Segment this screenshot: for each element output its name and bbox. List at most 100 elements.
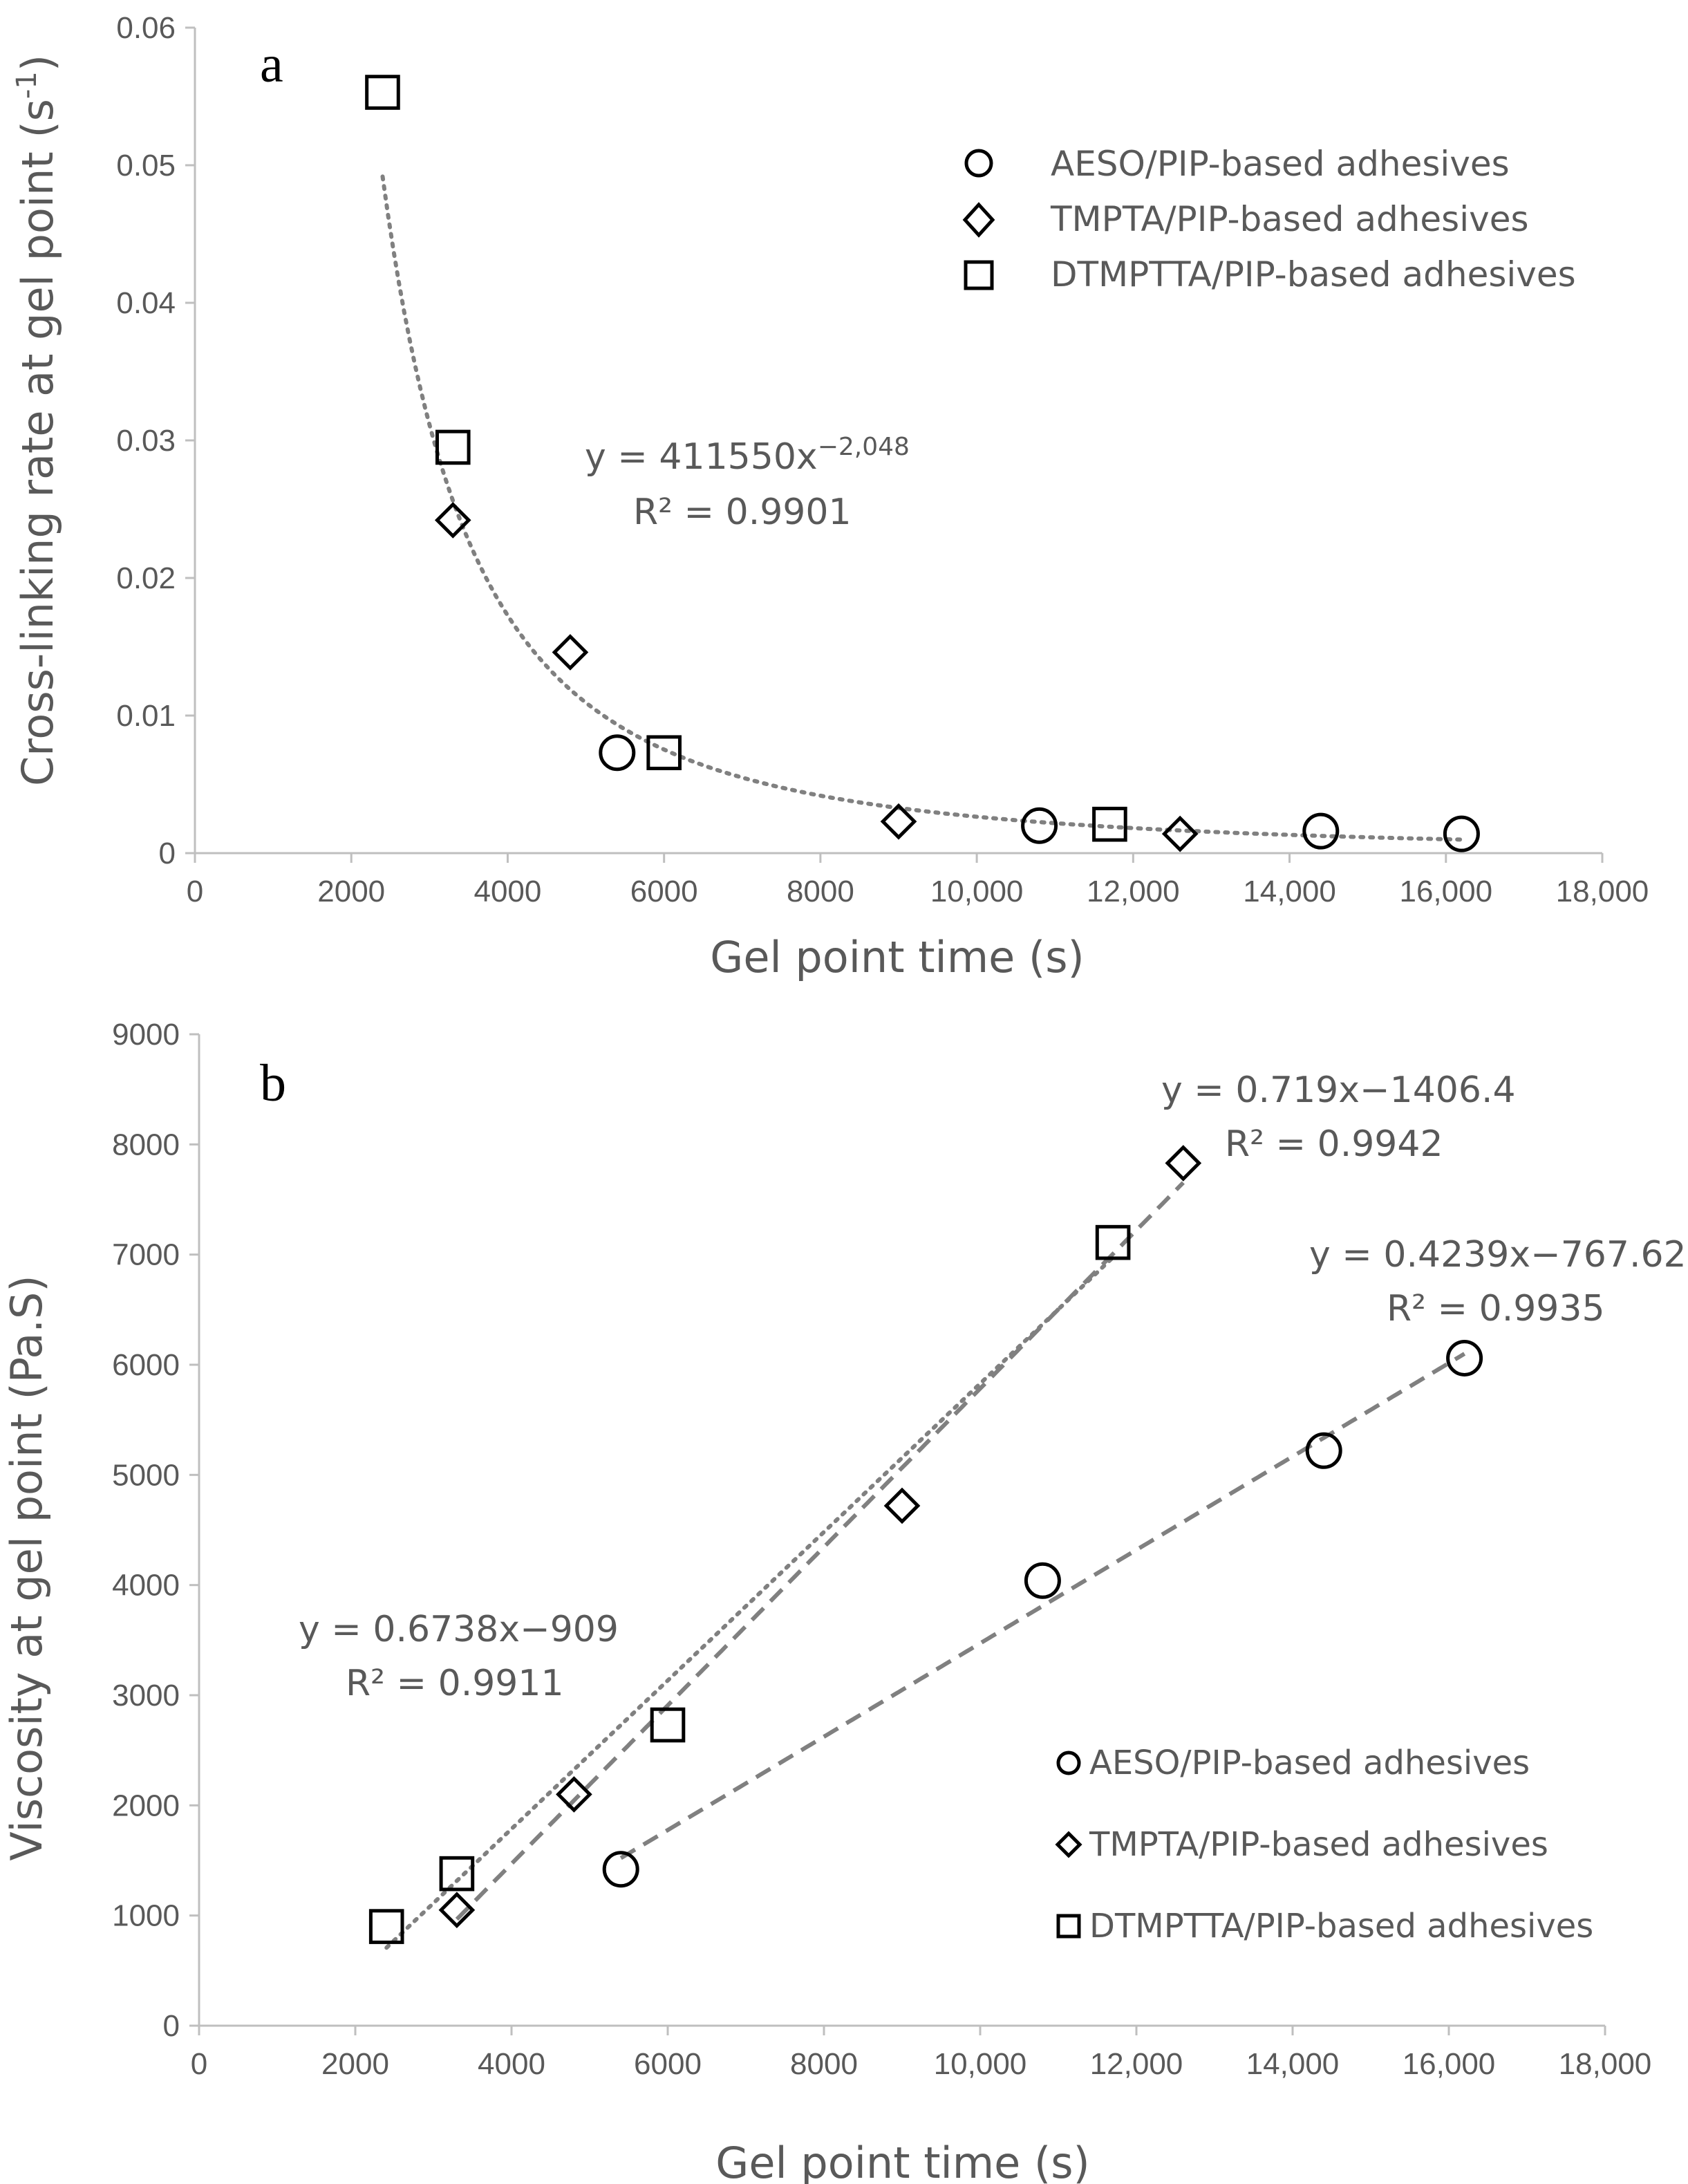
panel-b-y-tick-label: 5000 xyxy=(112,1458,180,1492)
panel-b-fit-aeso-equation: y = 0.4239x−767.62 xyxy=(1309,1234,1687,1276)
panel-a-x-tick-label: 16,000 xyxy=(1399,875,1492,908)
panel-b-y-axis-title: Viscosity at gel point (Pa.S) xyxy=(1,1275,52,1860)
panel-a-x-tick-label: 4000 xyxy=(473,875,541,908)
panel-a-y-tick-label: 0 xyxy=(159,837,176,870)
legend-circle-icon xyxy=(1056,1751,1081,1775)
panel-a: a 0 0.01 0.02 0.03 0.04 0.05 0.06 0 2000 4000 6000… xyxy=(11,11,1649,982)
legend-square-icon xyxy=(964,260,994,290)
panel-b-point-circle xyxy=(1446,1339,1483,1376)
panel-b-y-tick-label: 8000 xyxy=(112,1128,180,1161)
panel-a-x-tick-label: 2000 xyxy=(317,875,385,908)
panel-a-y-tick-label: 0.02 xyxy=(116,561,176,595)
panel-a-point-circle xyxy=(599,734,636,772)
panel-a-x-tick-label: 0 xyxy=(187,875,203,908)
panel-a-point-circle xyxy=(1443,815,1480,852)
panel-b-trendline-0 xyxy=(619,1352,1466,1860)
panel-b-x-tick-label: 14,000 xyxy=(1246,2047,1340,2081)
legend-diamond-icon xyxy=(962,202,995,238)
legend-diamond-icon xyxy=(1055,1831,1082,1858)
panel-a-x-tick-label: 6000 xyxy=(630,875,698,908)
panel-b-label: b xyxy=(260,1054,286,1112)
panel-a-x-axis-title: Gel point time (s) xyxy=(710,932,1084,982)
panel-a-legend-dtmptta: DTMPTTA/PIP-based adhesives xyxy=(1051,254,1576,295)
panel-b-point-square xyxy=(368,1909,404,1944)
panel-b-y-tick-label: 7000 xyxy=(112,1238,180,1272)
panel-b-x-tick-label: 4000 xyxy=(478,2047,545,2081)
panel-b-x-tick-label: 2000 xyxy=(321,2047,389,2081)
panel-a-y-axis-title-close: ) xyxy=(12,55,63,71)
panel-b-x-tick-label: 8000 xyxy=(790,2047,858,2081)
panel-a-point-diamond xyxy=(552,634,589,671)
panel-a-point-circle xyxy=(1021,807,1058,844)
panel-a-y-axis-title: Cross-linking rate at gel point (s-1) xyxy=(11,55,63,786)
panel-b-point-diamond xyxy=(556,1776,592,1813)
panel-b-y-tick-label: 2000 xyxy=(112,1789,180,1822)
panel-a-legend-aeso: AESO/PIP-based adhesives xyxy=(1051,144,1510,184)
panel-b-trendline-2 xyxy=(384,1255,1116,1950)
panel-b-trendline-1 xyxy=(455,1181,1185,1921)
panel-a-y-tick-label: 0.06 xyxy=(116,11,176,45)
panel-b-point-diamond xyxy=(883,1487,921,1524)
panel-b-point-square xyxy=(1095,1224,1131,1260)
panel-b-y-tick-label: 0 xyxy=(163,2009,180,2043)
panel-b-x-axis-title: Gel point time (s) xyxy=(715,2138,1089,2184)
panel-a-point-square xyxy=(435,429,471,465)
panel-b-legend-aeso: AESO/PIP-based adhesives xyxy=(1089,1744,1530,1782)
panel-b-fit-dtmptta-r2: R² = 0.9911 xyxy=(346,1663,564,1704)
panel-b-point-diamond xyxy=(438,1892,476,1929)
panel-a-point-square xyxy=(1092,806,1127,842)
panel-a-point-diamond xyxy=(434,502,471,539)
panel-b-y-tick-label: 6000 xyxy=(112,1348,180,1382)
panel-a-fit-equation-main: y = 411550x xyxy=(585,436,818,478)
panel-b-point-circle xyxy=(602,1851,639,1888)
panel-b-y-tick-label: 1000 xyxy=(112,1899,180,1933)
panel-a-y-tick-label: 0.04 xyxy=(116,286,176,320)
panel-b-x-tick-label: 16,000 xyxy=(1403,2047,1496,2081)
panel-b-y-tick-label: 9000 xyxy=(112,1018,180,1052)
panel-b-fit-tmpta-equation: y = 0.719x−1406.4 xyxy=(1161,1070,1516,1111)
panel-a-point-diamond xyxy=(880,803,917,840)
panel-b-fit-dtmptta-equation: y = 0.6738x−909 xyxy=(299,1609,619,1650)
panel-b-point-square xyxy=(650,1707,686,1743)
panel-b-point-square xyxy=(439,1856,475,1892)
legend-circle-icon xyxy=(964,149,993,178)
panel-b-y-tick-label: 4000 xyxy=(112,1569,180,1603)
panel-a-trendline-0 xyxy=(380,174,1464,842)
panel-b-legend-dtmptta: DTMPTTA/PIP-based adhesives xyxy=(1089,1907,1593,1945)
panel-a-y-tick-label: 0.01 xyxy=(116,699,176,733)
panel-b-point-circle xyxy=(1024,1562,1061,1599)
panel-b-legend-tmpta: TMPTA/PIP-based adhesives xyxy=(1089,1825,1548,1864)
panel-a-y-axis-title-sup: -1 xyxy=(11,71,43,99)
panel-b-x-tick-label: 0 xyxy=(191,2047,207,2081)
panel-a-legend: AESO/PIP-based adhesives TMPTA/PIP-based… xyxy=(962,144,1576,295)
panel-b-legend: AESO/PIP-based adhesives TMPTA/PIP-based… xyxy=(1055,1744,1593,1945)
panel-b-point-circle xyxy=(1305,1432,1342,1469)
panel-b-fit-tmpta-r2: R² = 0.9942 xyxy=(1225,1123,1443,1165)
panel-b: b 0 1000 2000 3000 4000 5000 6000 7000 8000 9000 0… xyxy=(1,1018,1687,2184)
panel-a-label: a xyxy=(260,35,283,93)
panel-a-x-tick-label: 10,000 xyxy=(930,875,1024,908)
panel-b-fit-aeso-r2: R² = 0.9935 xyxy=(1387,1288,1605,1329)
panel-a-point-diamond xyxy=(1161,815,1199,852)
panel-a-x-tick-label: 8000 xyxy=(787,875,854,908)
panel-a-legend-tmpta: TMPTA/PIP-based adhesives xyxy=(1050,199,1529,239)
panel-b-point-diamond xyxy=(1165,1145,1202,1182)
panel-a-y-tick-label: 0.05 xyxy=(116,149,176,183)
panel-a-point-square xyxy=(365,75,400,110)
panel-a-y-axis-title-main: Cross-linking rate at gel point (s xyxy=(12,99,63,786)
panel-b-x-tick-label: 18,000 xyxy=(1559,2047,1652,2081)
panel-a-x-tick-label: 18,000 xyxy=(1556,875,1649,908)
panel-a-x-tick-label: 12,000 xyxy=(1087,875,1180,908)
panel-a-x-tick-label: 14,000 xyxy=(1243,875,1336,908)
panel-b-x-tick-label: 6000 xyxy=(634,2047,702,2081)
panel-a-point-square xyxy=(646,735,682,771)
panel-a-fit-equation-exponent: −2,048 xyxy=(818,433,910,461)
panel-b-y-tick-label: 3000 xyxy=(112,1679,180,1712)
panel-a-fit-equation: y = 411550x−2,048 xyxy=(585,433,910,478)
panel-a-fit-r2: R² = 0.9901 xyxy=(633,492,852,533)
panel-a-y-tick-label: 0.03 xyxy=(116,424,176,458)
panel-b-x-tick-label: 10,000 xyxy=(934,2047,1027,2081)
legend-square-icon xyxy=(1056,1914,1081,1939)
panel-b-x-tick-label: 12,000 xyxy=(1090,2047,1183,2081)
